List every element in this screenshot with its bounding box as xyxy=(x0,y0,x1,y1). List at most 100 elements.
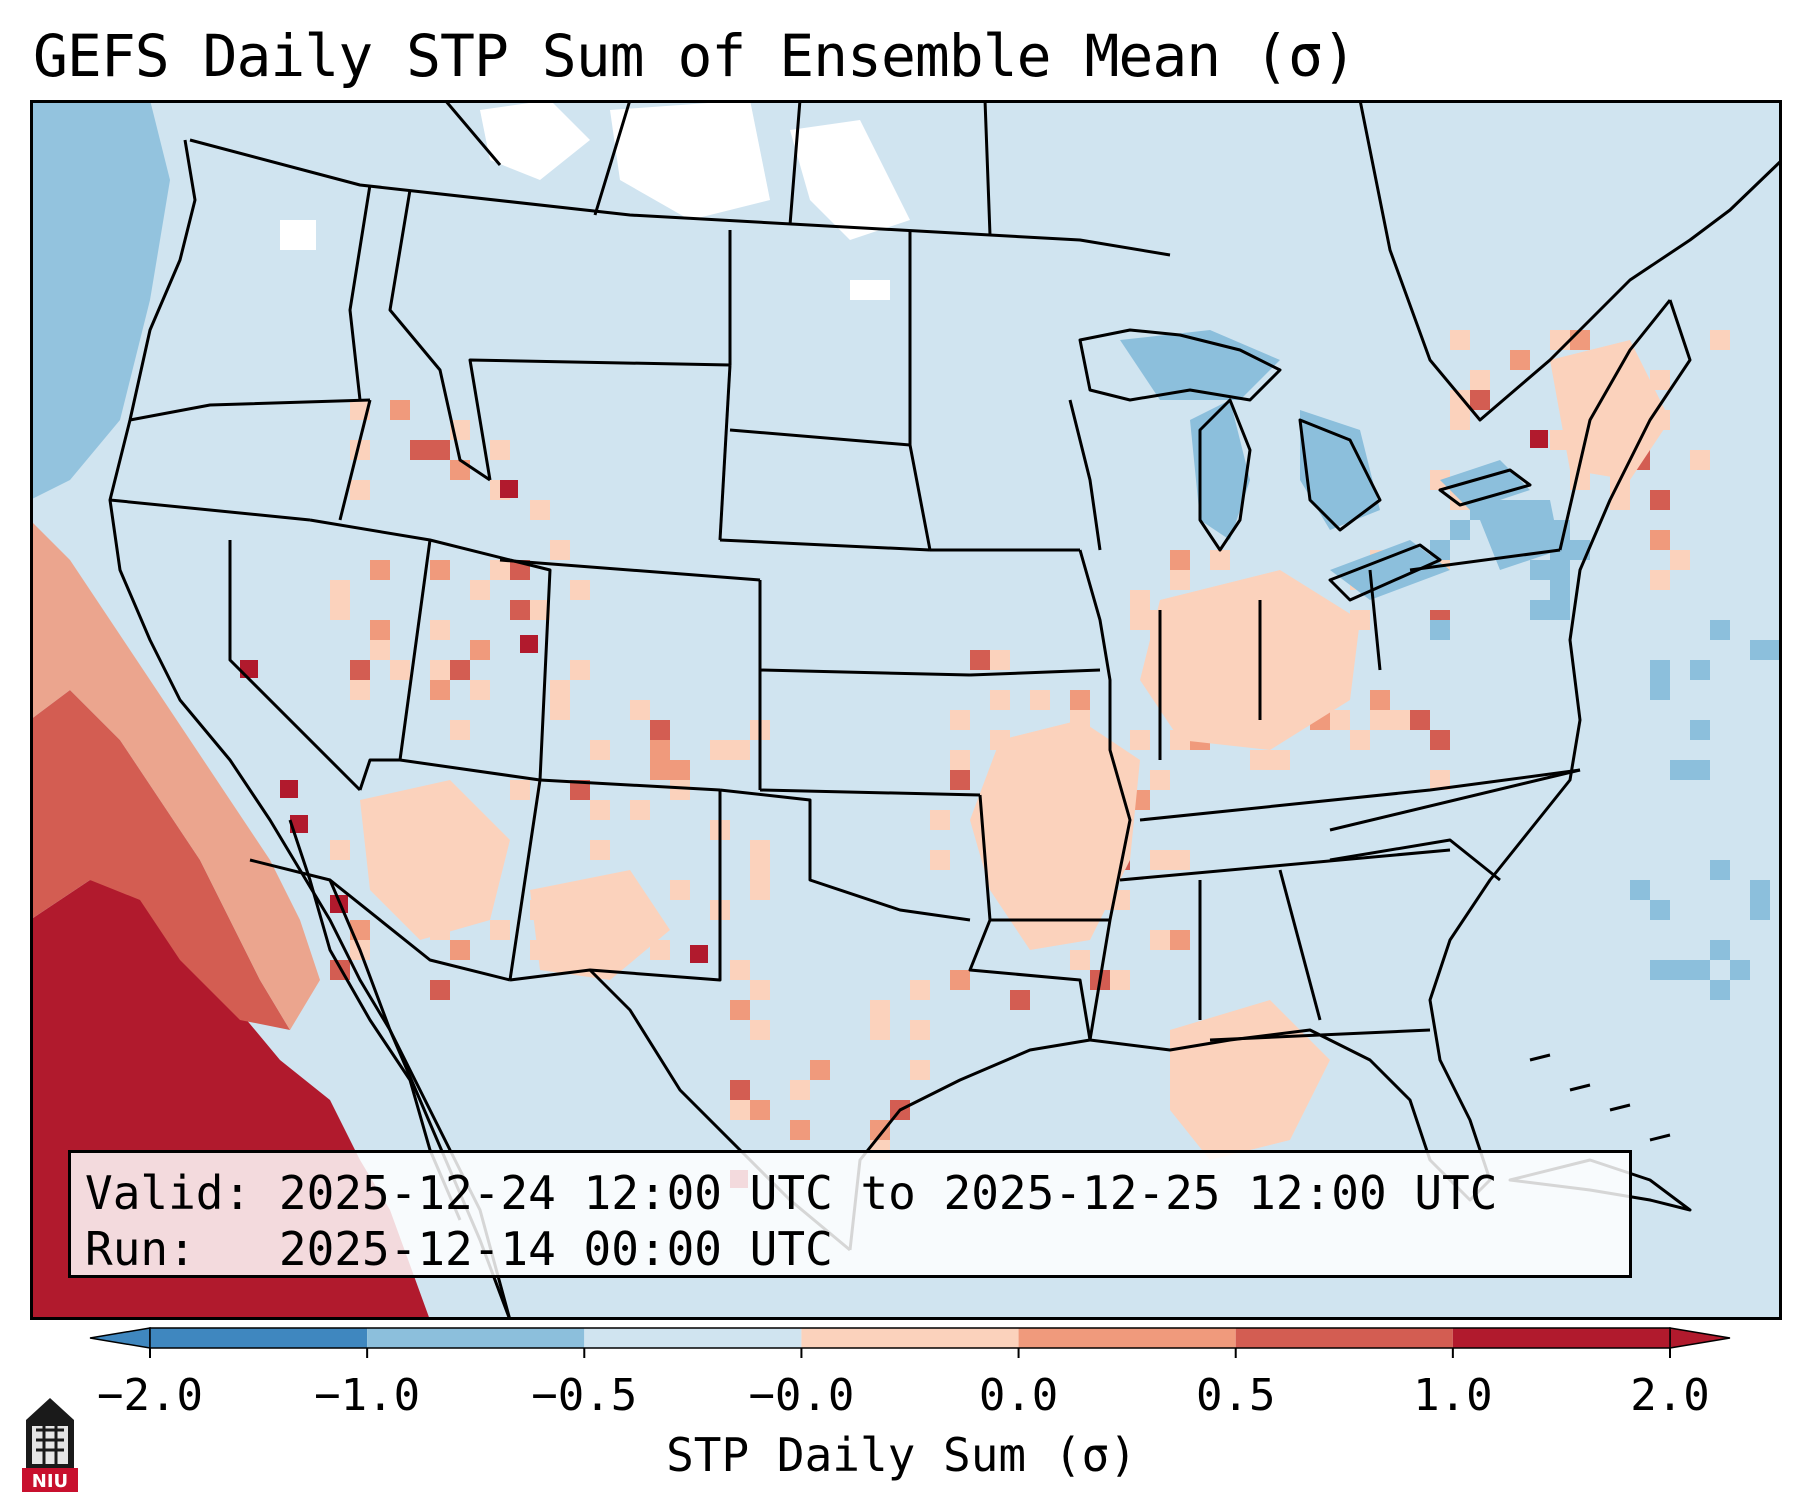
anomaly-cell xyxy=(1750,880,1770,900)
anomaly-cell xyxy=(1130,610,1150,630)
anomaly-cell xyxy=(1670,960,1690,980)
anomaly-cell xyxy=(510,600,530,620)
anomaly-cell xyxy=(550,540,570,560)
or-ca xyxy=(109,498,311,522)
anomaly-cell xyxy=(1450,520,1470,540)
anomaly-cell-max xyxy=(1530,430,1548,448)
anomaly-cell xyxy=(870,1020,890,1040)
anomaly-cell xyxy=(1550,580,1570,600)
anomaly-cell xyxy=(1550,600,1570,620)
anomaly-cell xyxy=(430,440,450,460)
anomaly-cell xyxy=(1670,760,1690,780)
anomaly-cell xyxy=(1470,390,1490,410)
anomaly-cell xyxy=(390,660,410,680)
anomaly-cell xyxy=(390,400,410,420)
niu-logo-icon: NIU xyxy=(22,1398,78,1492)
anomaly-cell xyxy=(570,580,590,600)
anomaly-cell xyxy=(750,880,770,900)
inland-anomaly-patches xyxy=(360,340,1670,1160)
niu-logo-text: NIU xyxy=(32,1471,68,1492)
canada-east-coast xyxy=(1358,100,1782,422)
anomaly-cell xyxy=(630,800,650,820)
anomaly-cell xyxy=(1030,690,1050,710)
map-frame xyxy=(30,100,1782,1320)
anomaly-cell xyxy=(1710,620,1730,640)
anomaly-cell xyxy=(1690,960,1710,980)
anomaly-cell xyxy=(430,680,450,700)
run-value: 2025-12-14 00:00 UTC xyxy=(278,1222,833,1276)
map-panel xyxy=(30,100,1782,1320)
anomaly-cell xyxy=(1350,730,1370,750)
anomaly-cell-max xyxy=(240,660,258,678)
anomaly-cell xyxy=(1170,850,1190,870)
anomaly-cell xyxy=(930,850,950,870)
anomaly-cell xyxy=(1450,390,1470,410)
colorbar-tick-label: 2.0 xyxy=(1630,1370,1709,1418)
anomaly-cell xyxy=(650,720,670,740)
anomaly-cell xyxy=(730,960,750,980)
anomaly-cell xyxy=(750,840,770,860)
anomaly-cell xyxy=(790,1120,810,1140)
colorbar-tick-label: −0.5 xyxy=(531,1370,637,1418)
az-nm xyxy=(508,779,542,981)
anomaly-cell xyxy=(950,970,970,990)
colorbar-tick-label: −0.0 xyxy=(748,1370,854,1418)
anomaly-cell xyxy=(430,980,450,1000)
anomaly-cell xyxy=(650,760,670,780)
anomaly-cell xyxy=(1690,660,1710,680)
anomaly-cell xyxy=(1690,720,1710,740)
anomaly-cell xyxy=(1370,710,1390,730)
colorbar-label: STP Daily Sum (σ) xyxy=(666,1428,1137,1482)
ok-tx xyxy=(719,788,971,922)
anomaly-cell xyxy=(750,1020,770,1040)
anomaly-cell xyxy=(430,620,450,640)
valid-label: Valid: xyxy=(85,1166,252,1220)
wy-ne xyxy=(718,364,732,541)
anomaly-cell-max xyxy=(690,945,708,963)
anomaly-cell xyxy=(1650,370,1670,390)
canada-low-patches xyxy=(280,100,910,300)
anomaly-cell xyxy=(470,680,490,700)
anomaly-cell xyxy=(950,770,970,790)
anomaly-cell xyxy=(470,640,490,660)
anomaly-cell xyxy=(670,780,690,800)
nv-az xyxy=(358,758,400,791)
anomaly-cell xyxy=(750,1100,770,1120)
anomaly-cell xyxy=(870,1120,890,1140)
anomaly-cell xyxy=(650,740,670,760)
colorbar-extend-min xyxy=(89,1327,151,1349)
anomaly-cell xyxy=(1450,410,1470,430)
ut-co xyxy=(509,558,552,781)
anomaly-cell xyxy=(450,660,470,680)
va-nc xyxy=(1329,768,1581,832)
colorbar-tick-label: −1.0 xyxy=(314,1370,420,1418)
anomaly-cell xyxy=(450,940,470,960)
colorbar-segment xyxy=(801,1328,1019,1348)
anomaly-cell xyxy=(570,660,590,680)
anomaly-cell xyxy=(750,860,770,880)
anomaly-cell xyxy=(810,1060,830,1080)
wa-or xyxy=(129,398,371,422)
ut-az xyxy=(399,758,541,782)
ca-nv xyxy=(228,540,362,792)
mn-dakotas xyxy=(908,230,932,551)
anomaly-cell xyxy=(910,1060,930,1080)
anomaly-cell xyxy=(1650,570,1670,590)
tn-ms-al xyxy=(1119,848,1451,882)
run-row: Run: 2025-12-14 00:00 UTC xyxy=(85,1221,1615,1277)
figure-title: GEFS Daily STP Sum of Ensemble Mean (σ) xyxy=(33,22,1357,90)
anomaly-cell xyxy=(1430,770,1450,790)
ne-ks xyxy=(759,668,971,677)
colorbar-tick-label: 0.5 xyxy=(1196,1370,1275,1418)
anomaly-cell xyxy=(650,940,670,960)
colorbar-tick-label: 0.0 xyxy=(979,1370,1058,1418)
run-label: Run: xyxy=(85,1222,196,1276)
anomaly-cell xyxy=(670,760,690,780)
anomaly-cell xyxy=(710,740,730,760)
anomaly-cell xyxy=(590,840,610,860)
anomaly-cell xyxy=(1150,930,1170,950)
anomaly-cell xyxy=(570,780,590,800)
anomaly-cell xyxy=(1070,690,1090,710)
anomaly-cell xyxy=(630,700,650,720)
